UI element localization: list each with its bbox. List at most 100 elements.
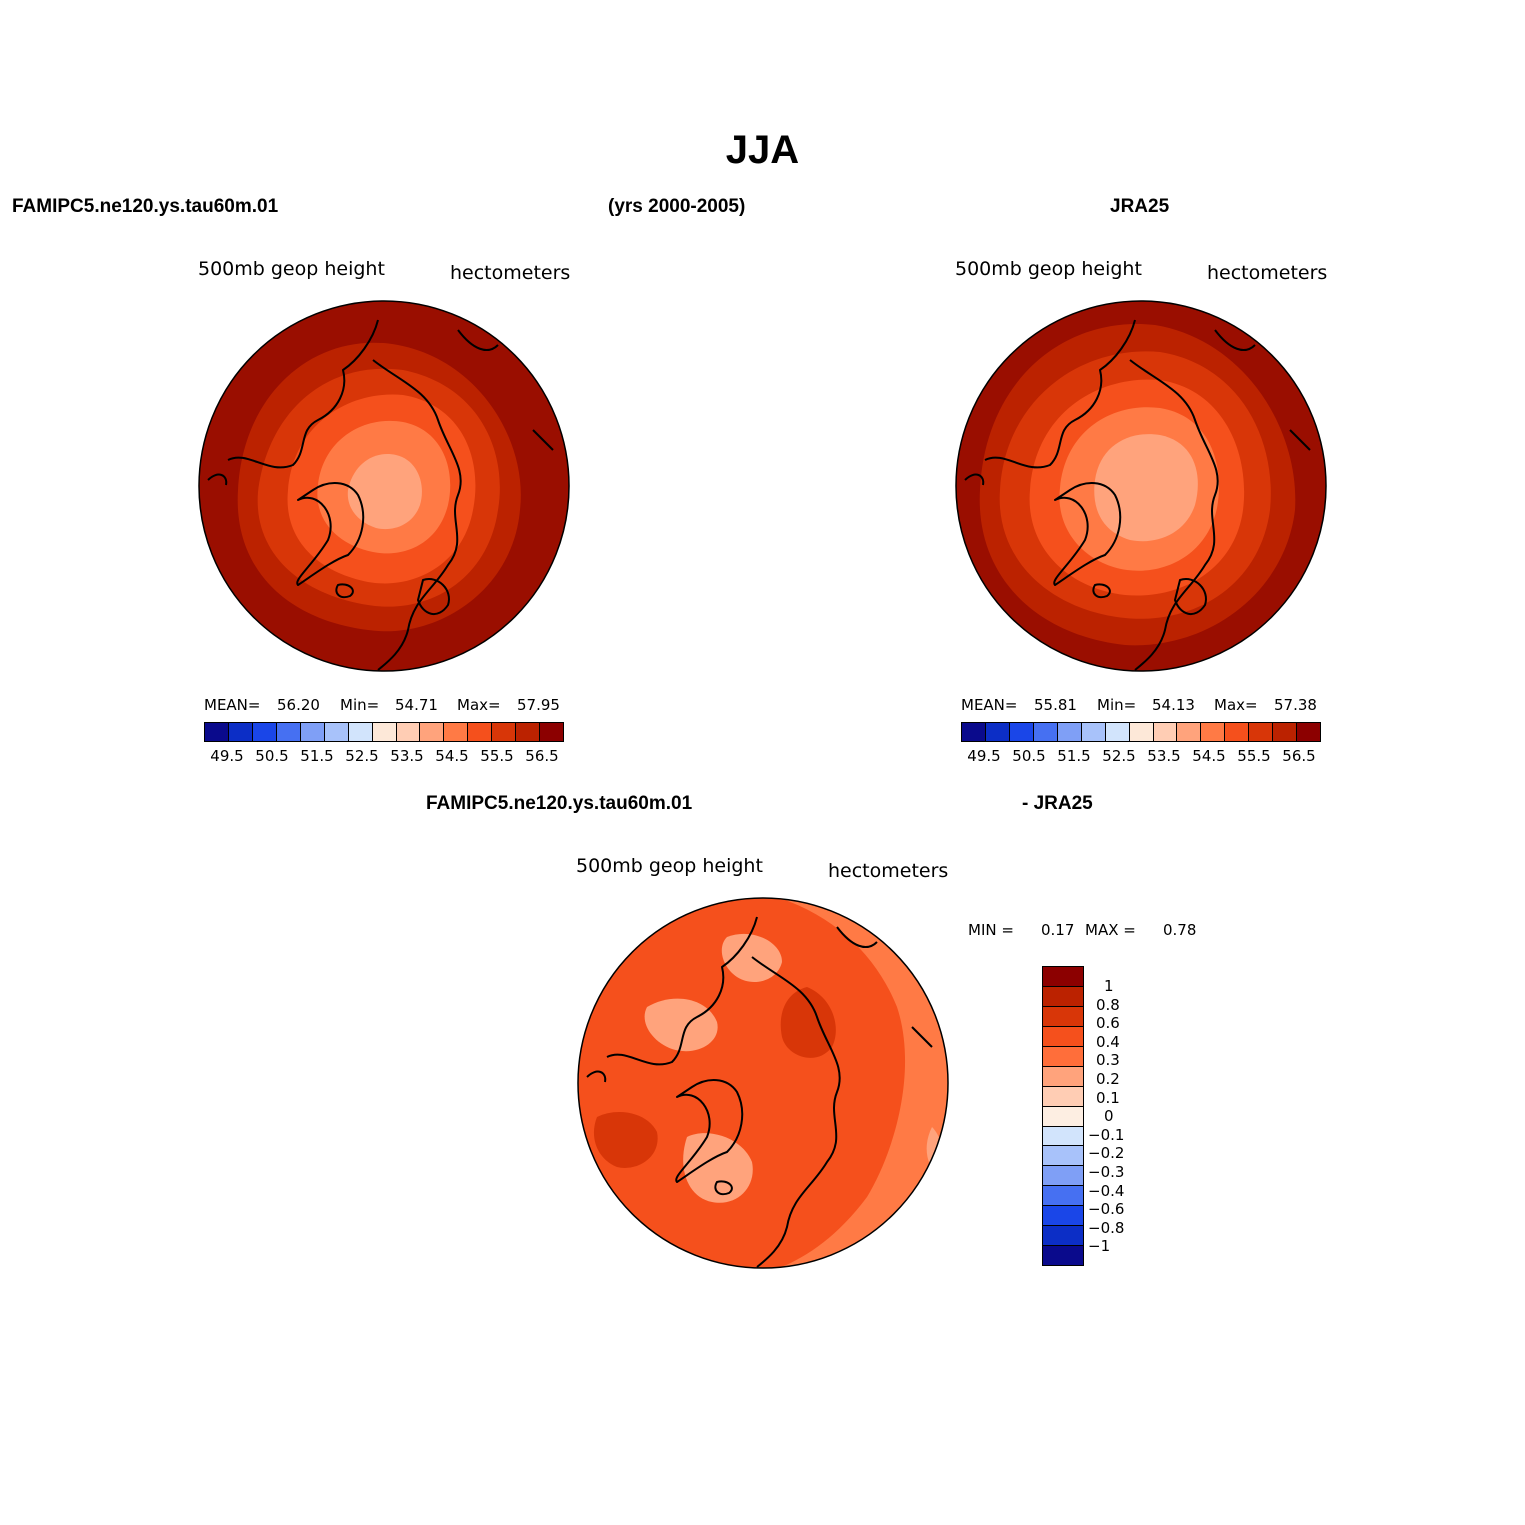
colorbar-swatch	[1043, 1166, 1083, 1187]
colorbar-swatch	[1043, 1006, 1083, 1027]
main-title: JJA	[725, 128, 800, 172]
colorbar-tick-label: 0	[1104, 1107, 1114, 1126]
colorbar-tick-label: 55.5	[1237, 747, 1271, 765]
colorbar-swatch	[1043, 1226, 1083, 1247]
colorbar-tick-label: 0.4	[1096, 1032, 1120, 1051]
colorbar-tick-label: −0.8	[1088, 1218, 1125, 1237]
colorbar-tick-label: 49.5	[210, 747, 244, 765]
colorbar-swatch	[324, 723, 349, 741]
colorbar-swatch	[1177, 723, 1202, 741]
panel1-stats-max: 57.95	[517, 696, 560, 714]
colorbar-swatch	[1043, 1146, 1083, 1167]
colorbar-swatch	[516, 723, 541, 741]
colorbar-tick-label: 53.5	[390, 747, 424, 765]
colorbar-swatch	[396, 723, 421, 741]
panel2-colorbar	[961, 722, 1321, 742]
colorbar-swatch	[300, 723, 325, 741]
panel1-polar-map	[198, 300, 570, 672]
colorbar-swatch	[372, 723, 397, 741]
colorbar-swatch	[1009, 723, 1034, 741]
colorbar-swatch	[1297, 723, 1321, 741]
panel1-level-5	[347, 454, 422, 530]
colorbar-tick-label: −0.1	[1088, 1125, 1125, 1144]
panel2-stats-max-label: Max=	[1214, 696, 1258, 714]
diff-region-center	[780, 987, 836, 1058]
colorbar-swatch	[252, 723, 277, 741]
diff-stats-min: 0.17	[1041, 921, 1075, 939]
panel2-stats-min: 54.13	[1152, 696, 1195, 714]
colorbar-swatch	[1249, 723, 1274, 741]
diff-stats-max: 0.78	[1163, 921, 1197, 939]
colorbar-tick-label: −1	[1088, 1237, 1111, 1256]
panel1-stats-mean: 56.20	[277, 696, 320, 714]
diff-polar-map	[577, 897, 949, 1269]
colorbar-tick-label: 52.5	[1102, 747, 1136, 765]
colorbar-swatch	[1033, 723, 1058, 741]
colorbar-tick-label: 50.5	[1012, 747, 1046, 765]
colorbar-swatch	[1129, 723, 1154, 741]
panel2-stats-max: 57.38	[1274, 696, 1317, 714]
panel1-stats-mean-label: MEAN=	[204, 696, 261, 714]
diff-stats-min-label: MIN =	[968, 921, 1014, 939]
colorbar-swatch	[1105, 723, 1130, 741]
colorbar-tick-label: 55.5	[480, 747, 514, 765]
colorbar-swatch	[985, 723, 1010, 741]
colorbar-tick-label: −0.3	[1088, 1163, 1125, 1181]
colorbar-tick-label: 52.5	[345, 747, 379, 765]
diff-colorbar	[1042, 966, 1084, 1266]
colorbar-swatch	[962, 723, 986, 741]
panel2-units: hectometers	[1207, 262, 1328, 284]
colorbar-swatch	[492, 723, 517, 741]
diff-variable: 500mb geop height	[576, 855, 763, 877]
colorbar-swatch	[1043, 967, 1083, 987]
colorbar-swatch	[420, 723, 445, 741]
panel2-polar-map	[955, 300, 1327, 672]
obs-label: JRA25	[1110, 196, 1170, 217]
diff-title-left: FAMIPC5.ne120.ys.tau60m.01	[426, 793, 693, 814]
colorbar-swatch	[444, 723, 469, 741]
colorbar-swatch	[1043, 986, 1083, 1007]
diff-units: hectometers	[828, 860, 949, 882]
colorbar-tick-label: −0.2	[1088, 1144, 1125, 1163]
diff-region-east	[777, 898, 948, 1268]
colorbar-swatch	[1043, 1026, 1083, 1047]
colorbar-tick-label: 54.5	[435, 747, 469, 765]
colorbar-tick-label: 51.5	[300, 747, 334, 765]
panel2-stats-min-label: Min=	[1097, 696, 1137, 714]
panel2-level-5	[1094, 434, 1198, 542]
colorbar-swatch	[1043, 1106, 1083, 1127]
colorbar-swatch	[1081, 723, 1106, 741]
colorbar-swatch	[468, 723, 493, 741]
panel1-units: hectometers	[450, 262, 571, 284]
colorbar-swatch	[540, 723, 564, 741]
colorbar-tick-label: 50.5	[255, 747, 289, 765]
panel2-coastlines	[964, 319, 1311, 671]
diff-region-canada	[644, 998, 718, 1052]
colorbar-tick-label: 0.2	[1096, 1070, 1120, 1088]
years-label: (yrs 2000-2005)	[608, 196, 746, 217]
panel1-stats-max-label: Max=	[457, 696, 501, 714]
colorbar-swatch	[276, 723, 301, 741]
colorbar-swatch	[1153, 723, 1178, 741]
colorbar-swatch	[1043, 1046, 1083, 1067]
diff-stats-max-label: MAX =	[1085, 921, 1136, 939]
colorbar-tick-label: 56.5	[1282, 747, 1316, 765]
colorbar-tick-label: 0.1	[1096, 1088, 1120, 1107]
colorbar-tick-label: −0.4	[1088, 1181, 1125, 1200]
colorbar-swatch	[205, 723, 229, 741]
colorbar-tick-label: −0.6	[1088, 1200, 1125, 1219]
diff-region-west	[593, 1112, 658, 1168]
colorbar-swatch	[1043, 1186, 1083, 1207]
diff-region-greenland	[683, 1133, 753, 1203]
colorbar-swatch	[1225, 723, 1250, 741]
colorbar-tick-label: 0.3	[1096, 1051, 1120, 1070]
colorbar-swatch	[1273, 723, 1298, 741]
colorbar-tick-label: 49.5	[967, 747, 1001, 765]
colorbar-tick-label: 56.5	[525, 747, 559, 765]
colorbar-tick-label: 0.6	[1096, 1014, 1120, 1033]
colorbar-tick-label: 51.5	[1057, 747, 1091, 765]
panel1-stats-min-label: Min=	[340, 696, 380, 714]
panel2-variable: 500mb geop height	[955, 258, 1142, 280]
panel2-stats-mean-label: MEAN=	[961, 696, 1018, 714]
colorbar-tick-label: 1	[1104, 977, 1114, 995]
